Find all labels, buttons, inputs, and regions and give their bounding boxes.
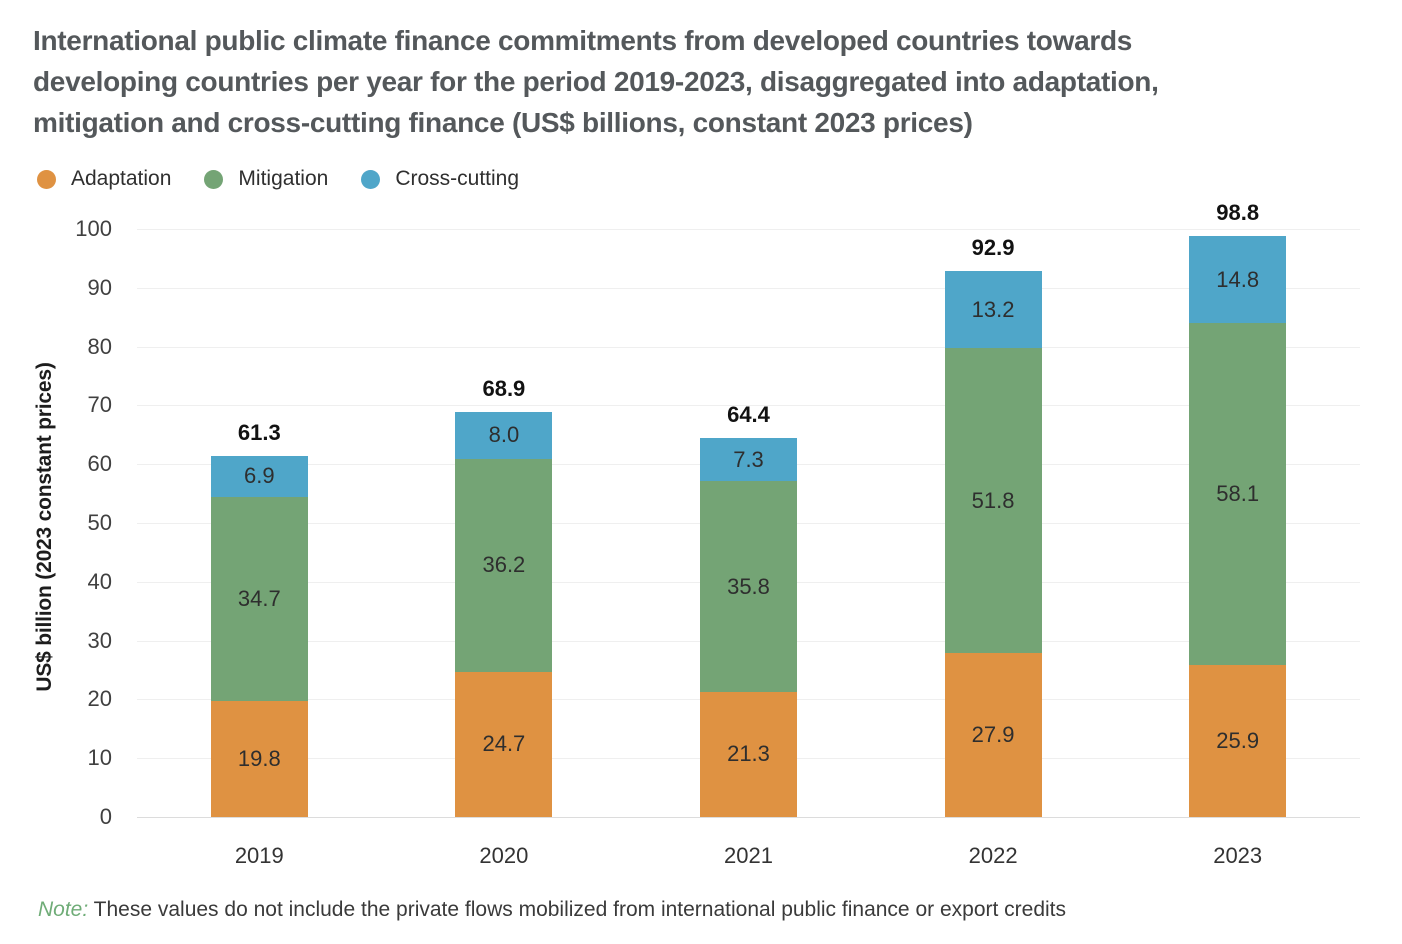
segment-value-label: 14.8 <box>1216 266 1260 292</box>
bar-segment-cross-cutting-2023: 14.8 <box>1189 236 1287 324</box>
legend-item-mitigation: Mitigation <box>204 167 328 191</box>
bar-segment-cross-cutting-2022: 13.2 <box>944 270 1042 349</box>
segment-value-label: 34.7 <box>237 585 281 611</box>
bar-segment-cross-cutting-2021: 7.3 <box>700 438 797 482</box>
legend-dot-cross-cutting <box>361 169 381 189</box>
segment-value-label: 27.9 <box>971 721 1015 747</box>
chart-title: International public climate finance com… <box>33 20 1373 143</box>
y-axis-tick-label: 20 <box>87 686 112 712</box>
bar-total-label-2023: 98.8 <box>1216 200 1260 226</box>
bar-total-label-2022: 92.9 <box>971 234 1015 260</box>
footnote-text: These values do not include the private … <box>88 898 1067 921</box>
segment-value-label: 24.7 <box>482 731 526 757</box>
bar-segment-mitigation-2020: 36.2 <box>455 458 553 672</box>
bar-segment-cross-cutting-2020: 8.0 <box>455 411 553 459</box>
chart-title-line-2: developing countries per year for the pe… <box>33 66 1159 97</box>
x-axis-tick-label-2021: 2021 <box>724 843 773 868</box>
segment-value-label: 21.3 <box>727 741 770 767</box>
y-axis-tick-label: 10 <box>87 745 112 771</box>
legend-label: Adaptation <box>71 167 172 190</box>
bar-total-label-2020: 68.9 <box>482 375 526 401</box>
chart-title-line-3: mitigation and cross-cutting finance (US… <box>33 107 973 138</box>
bar-segment-adaptation-2019: 19.8 <box>210 700 308 817</box>
legend-dot-mitigation <box>204 169 224 189</box>
bar-segment-adaptation-2020: 24.7 <box>455 671 553 817</box>
bar-segment-adaptation-2022: 27.9 <box>944 652 1042 817</box>
segment-value-label: 36.2 <box>482 552 526 578</box>
segment-value-label: 13.2 <box>971 296 1015 322</box>
segment-value-label: 7.3 <box>733 446 764 472</box>
segment-value-label: 25.9 <box>1216 727 1260 753</box>
segment-value-label: 8.0 <box>488 422 520 448</box>
legend-item-cross-cutting: Cross-cutting <box>361 167 519 191</box>
bar-total-label-2019: 61.3 <box>237 419 281 445</box>
footnote: Note: These values do not include the pr… <box>38 898 1066 922</box>
legend-label: Mitigation <box>238 167 329 190</box>
segment-value-label: 51.8 <box>971 487 1015 513</box>
segment-value-label: 19.8 <box>237 745 281 771</box>
y-axis-tick-label: 50 <box>87 510 112 535</box>
y-axis-tick-label: 80 <box>87 333 112 359</box>
x-axis-tick-label-2022: 2022 <box>968 843 1018 868</box>
bar-segment-mitigation-2022: 51.8 <box>944 348 1042 653</box>
x-axis-tick-label-2019: 2019 <box>234 843 284 868</box>
y-axis-tick-label: 60 <box>87 451 112 477</box>
x-axis-tick-label-2023: 2023 <box>1213 843 1263 868</box>
gridline <box>137 817 1360 818</box>
legend-item-adaptation: Adaptation <box>37 167 171 191</box>
gridline <box>137 229 1360 230</box>
bar-segment-mitigation-2021: 35.8 <box>700 481 797 692</box>
y-axis-tick-label: 30 <box>87 627 112 653</box>
gridline <box>137 287 1360 289</box>
segment-value-label: 35.8 <box>727 573 770 599</box>
segment-value-label: 58.1 <box>1216 480 1260 506</box>
segment-value-label: 6.9 <box>244 463 275 489</box>
bar-segment-mitigation-2019: 34.7 <box>210 496 308 701</box>
y-axis-tick-label: 40 <box>87 568 112 594</box>
bar-segment-adaptation-2021: 21.3 <box>700 691 797 817</box>
bar-segment-cross-cutting-2019: 6.9 <box>210 455 308 497</box>
y-axis-tick-label: 100 <box>75 216 112 241</box>
legend-dot-adaptation <box>37 169 56 189</box>
y-axis-tick-label: 0 <box>99 804 112 829</box>
gridline <box>137 405 1360 407</box>
legend-label: Cross-cutting <box>395 167 520 190</box>
chart-title-line-1: International public climate finance com… <box>33 25 1133 56</box>
y-axis-tick-label: 90 <box>87 274 112 300</box>
bar-segment-mitigation-2023: 58.1 <box>1189 323 1287 665</box>
legend: Adaptation Mitigation Cross-cutting <box>37 167 519 191</box>
bar-total-label-2021: 64.4 <box>727 402 770 428</box>
bar-segment-adaptation-2023: 25.9 <box>1189 664 1287 817</box>
y-axis-tick-label: 70 <box>87 392 112 418</box>
x-axis-tick-label-2020: 2020 <box>479 843 529 868</box>
footnote-label: Note: <box>38 898 89 921</box>
gridline <box>137 346 1360 348</box>
